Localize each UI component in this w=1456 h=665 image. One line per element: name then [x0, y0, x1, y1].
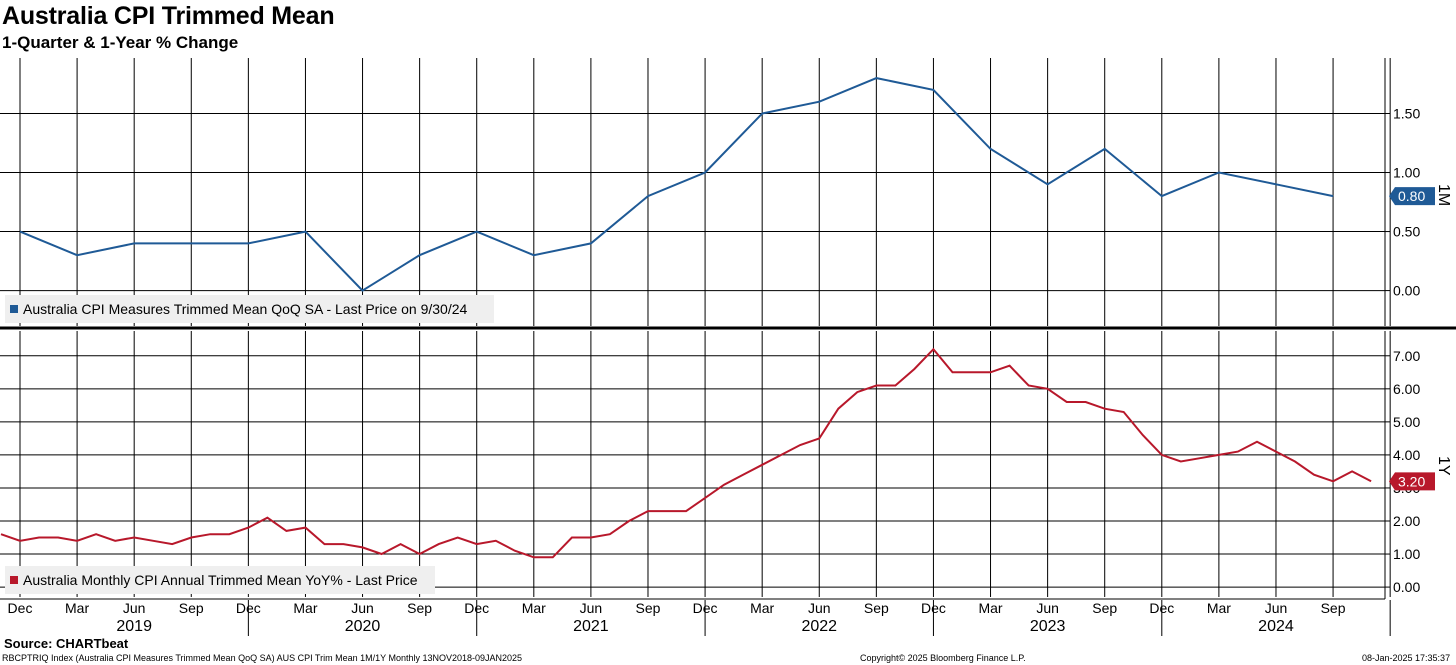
x-tick-label: Sep	[1092, 600, 1117, 616]
y-tick-label: 0.00	[1393, 283, 1420, 299]
yoy-legend: Australia Monthly CPI Annual Trimmed Mea…	[23, 572, 418, 588]
qoq-axis-tag: 1M	[1435, 184, 1452, 206]
source-label: Source: CHARTbeat	[4, 636, 129, 651]
qoq-series-line	[19, 77, 1334, 292]
x-year-label: 2024	[1258, 618, 1294, 635]
x-tick-label: Jun	[351, 600, 374, 616]
yoy-last-value-tag: 3.20	[1398, 473, 1425, 489]
qoq-last-value-tag: 0.80	[1398, 188, 1425, 204]
ticker-info: RBCPTRIQ Index (Australia CPI Measures T…	[2, 653, 523, 663]
y-tick-label: 2.00	[1393, 513, 1420, 529]
x-tick-label: Dec	[8, 600, 33, 616]
x-tick-label: Mar	[750, 600, 774, 616]
chart-subtitle: 1-Quarter & 1-Year % Change	[2, 33, 239, 52]
qoq-legend: Australia CPI Measures Trimmed Mean QoQ …	[23, 301, 468, 317]
x-year-label: 2020	[345, 618, 381, 635]
y-tick-label: 0.50	[1393, 224, 1420, 240]
x-tick-label: Sep	[179, 600, 204, 616]
yoy-legend-box	[5, 566, 435, 594]
y-tick-label: 7.00	[1393, 348, 1420, 364]
x-tick-label: Mar	[1207, 600, 1231, 616]
y-tick-label: 4.00	[1393, 447, 1420, 463]
timestamp: 08-Jan-2025 17:35:37	[1362, 653, 1451, 663]
x-tick-label: Jun	[808, 600, 831, 616]
yoy-axis-tag: 1Y	[1435, 456, 1452, 476]
x-tick-label: Sep	[864, 600, 889, 616]
x-year-label: 2022	[801, 618, 837, 635]
y-tick-label: 5.00	[1393, 414, 1420, 430]
x-tick-label: Jun	[123, 600, 146, 616]
yoy-legend-swatch	[10, 576, 18, 584]
x-year-label: 2023	[1030, 618, 1066, 635]
qoq-last-value-tag-bg	[1389, 187, 1435, 206]
y-tick-label: 6.00	[1393, 381, 1420, 397]
x-tick-label: Sep	[636, 600, 661, 616]
x-tick-label: Sep	[1321, 600, 1346, 616]
yoy-series-line	[0, 347, 1372, 559]
x-tick-label: Mar	[293, 600, 317, 616]
chart-title: Australia CPI Trimmed Mean	[2, 2, 335, 30]
y-tick-label: 1.50	[1393, 105, 1420, 121]
x-tick-label: Jun	[1036, 600, 1059, 616]
copyright: Copyright© 2025 Bloomberg Finance L.P.	[860, 653, 1026, 663]
x-tick-label: Jun	[580, 600, 603, 616]
x-tick-label: Mar	[522, 600, 546, 616]
x-tick-label: Mar	[65, 600, 89, 616]
x-tick-label: Mar	[978, 600, 1002, 616]
x-year-label: 2021	[573, 618, 609, 635]
qoq-legend-box	[5, 295, 494, 323]
qoq-legend-swatch	[10, 305, 18, 313]
y-tick-label: 1.00	[1393, 546, 1420, 562]
yoy-last-value-tag-bg	[1389, 472, 1435, 491]
y-tick-label: 1.00	[1393, 165, 1420, 181]
x-year-label: 2019	[116, 618, 152, 635]
x-tick-label: Sep	[407, 600, 432, 616]
y-tick-label: 0.00	[1393, 579, 1420, 595]
x-tick-label: Jun	[1265, 600, 1288, 616]
